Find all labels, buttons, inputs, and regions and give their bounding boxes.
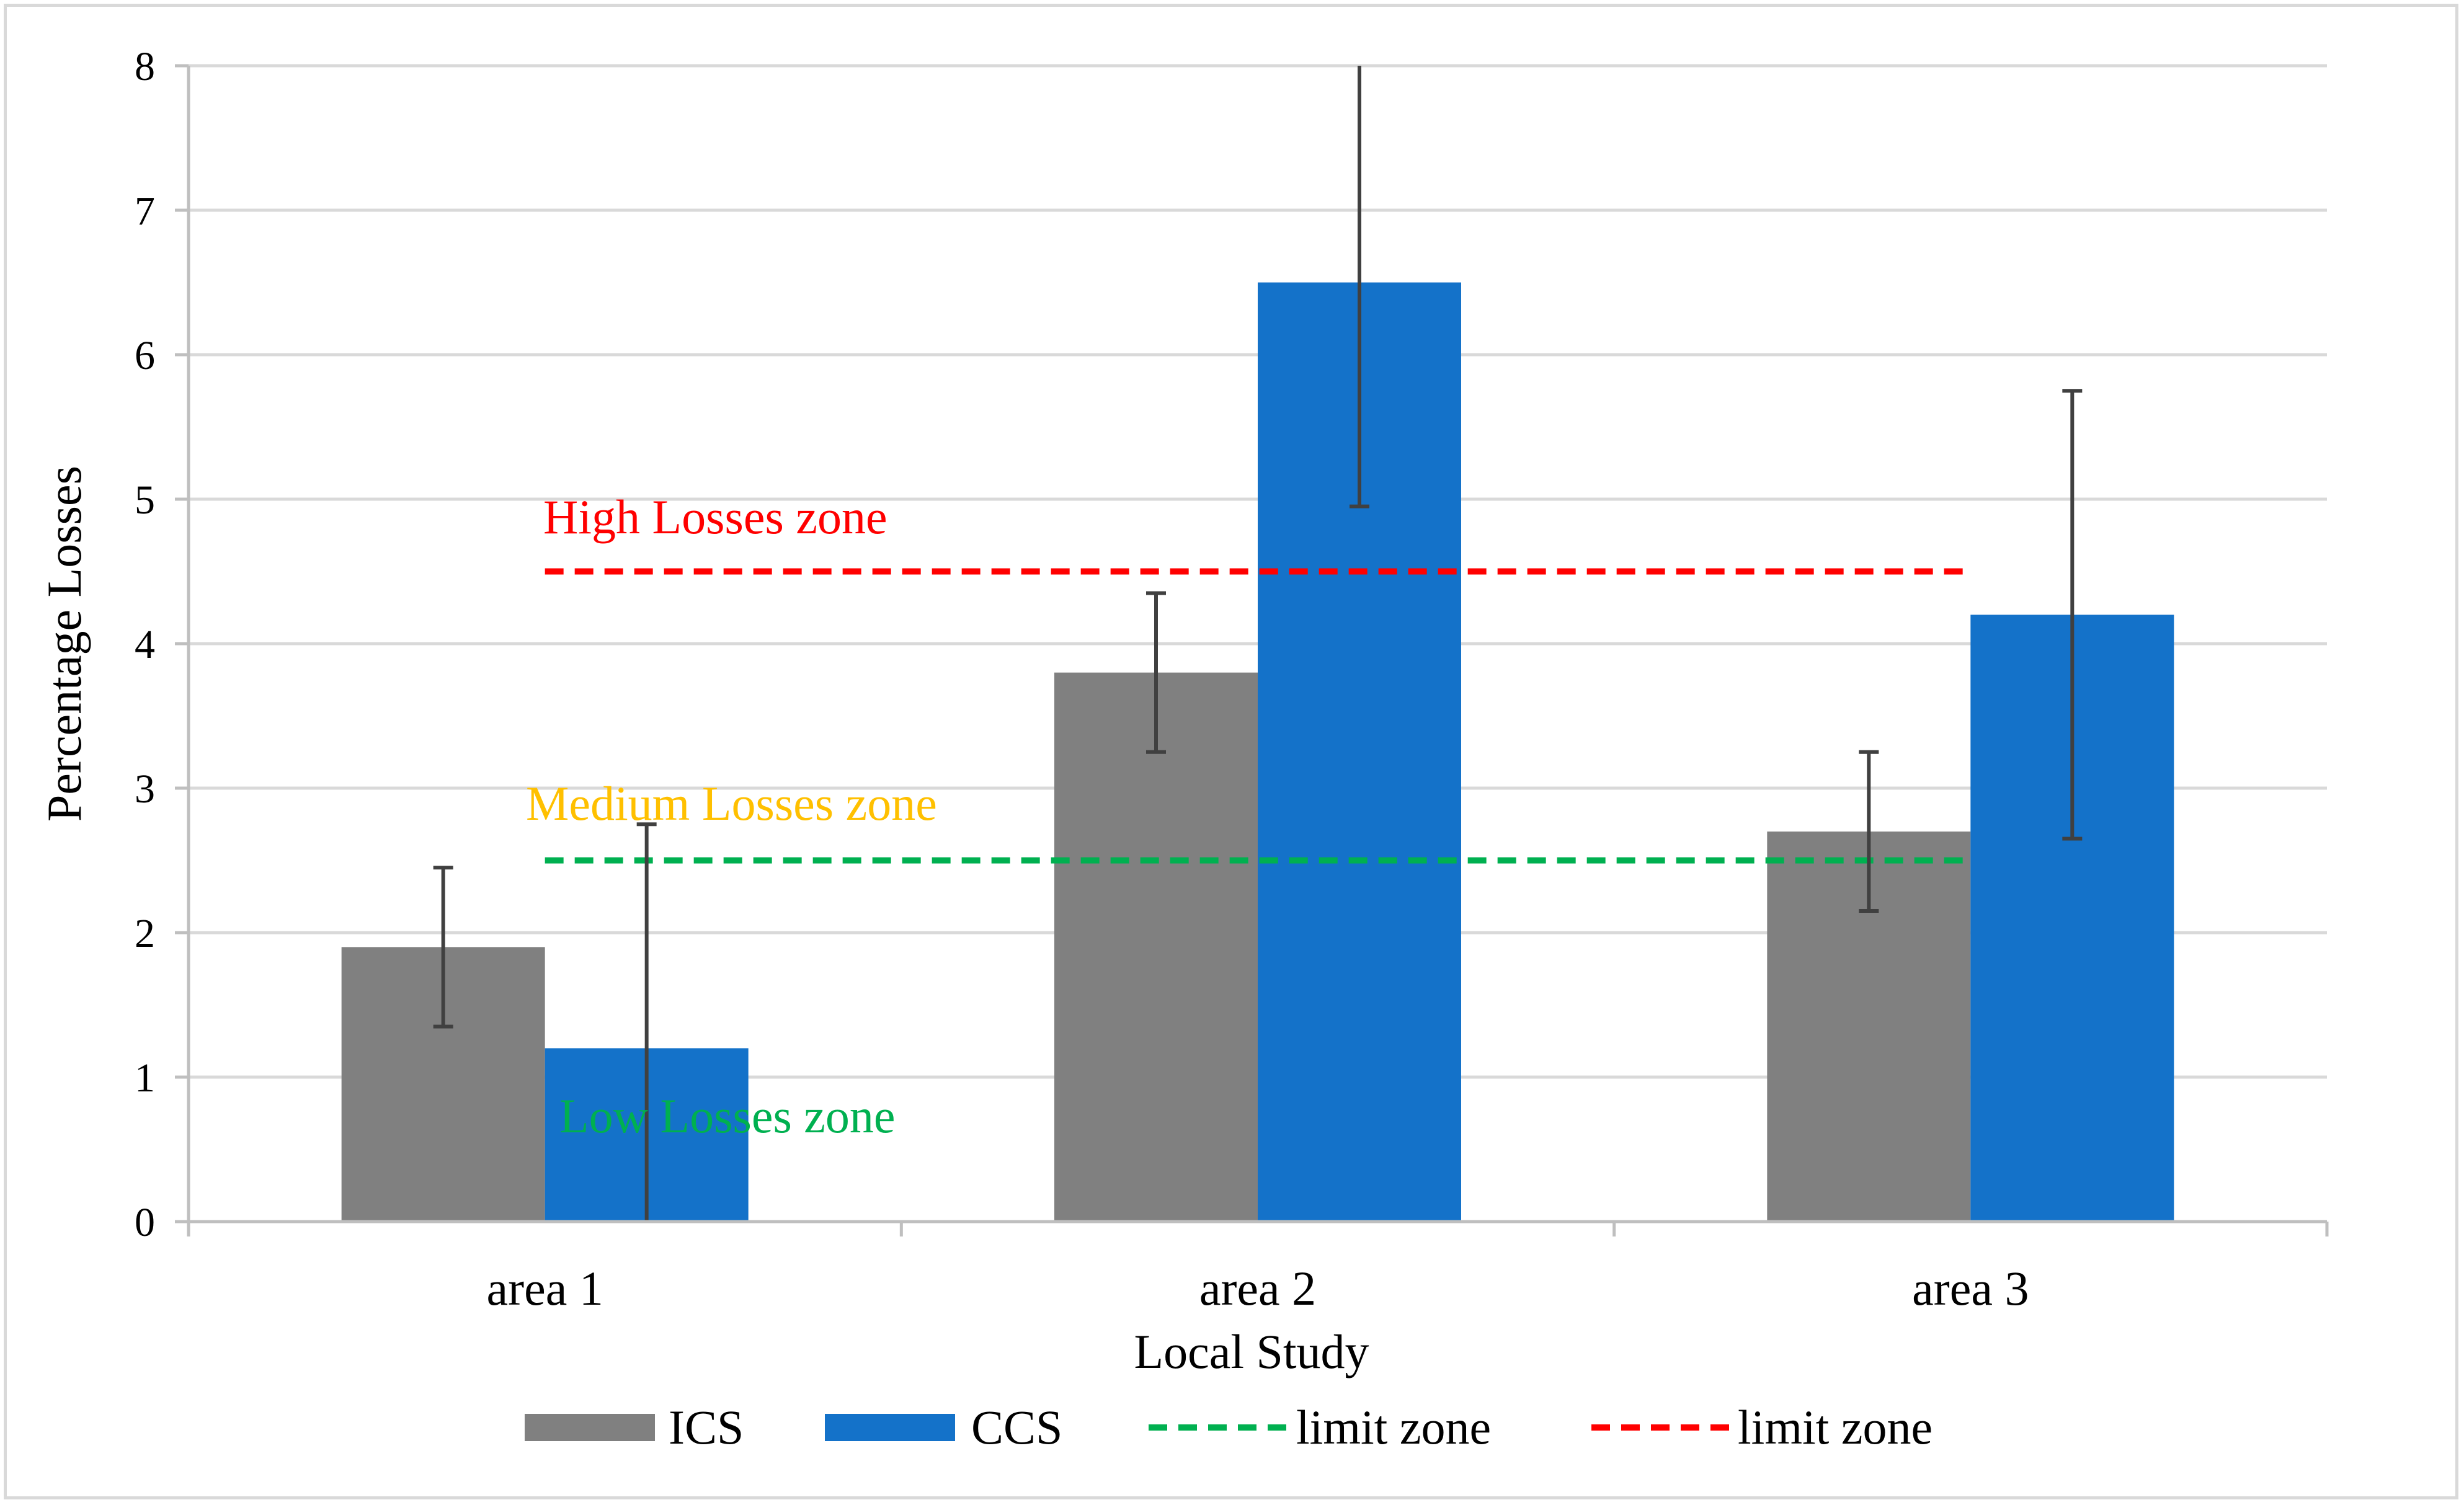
legend-swatch-ics bbox=[525, 1414, 655, 1441]
bar-ics bbox=[1054, 672, 1258, 1222]
y-tick-label: 2 bbox=[135, 911, 155, 956]
y-tick-label: 8 bbox=[135, 44, 155, 89]
y-tick-label: 3 bbox=[135, 766, 155, 812]
y-axis-title: Percentage Losses bbox=[37, 466, 91, 822]
y-tick-label: 7 bbox=[135, 189, 155, 234]
axes bbox=[175, 64, 2329, 1236]
y-tick-labels: 0 1 2 3 4 5 6 7 8 bbox=[135, 44, 155, 1245]
legend-label-red-limit: limit zone bbox=[1738, 1400, 1933, 1454]
legend-swatch-ccs bbox=[825, 1414, 955, 1441]
y-tick-label: 1 bbox=[135, 1055, 155, 1101]
y-tick-label: 0 bbox=[135, 1200, 155, 1245]
x-category-labels: area 1 area 2 area 3 bbox=[486, 1261, 2029, 1315]
legend-label-ccs: CCS bbox=[971, 1400, 1062, 1454]
legend: ICS CCS limit zone limit zone bbox=[525, 1400, 1933, 1454]
x-category-label: area 1 bbox=[486, 1261, 603, 1315]
x-category-label: area 2 bbox=[1199, 1261, 1316, 1315]
y-tick-label: 6 bbox=[135, 333, 155, 378]
bars bbox=[341, 282, 2174, 1222]
x-axis-title: Local Study bbox=[1134, 1325, 1369, 1378]
error-bars bbox=[433, 66, 2083, 1222]
low-losses-zone-label: Low Losses zone bbox=[559, 1089, 896, 1143]
high-losses-zone-label: High Losses zone bbox=[543, 490, 887, 544]
y-tick-label: 4 bbox=[135, 622, 155, 667]
zone-annotations: High Losses zone Medium Losses zone Low … bbox=[526, 490, 937, 1143]
medium-losses-zone-label: Medium Losses zone bbox=[526, 776, 937, 830]
y-tick-label: 5 bbox=[135, 477, 155, 523]
legend-label-ics: ICS bbox=[669, 1400, 744, 1454]
x-category-label: area 3 bbox=[1912, 1261, 2029, 1315]
legend-label-green-limit: limit zone bbox=[1296, 1400, 1491, 1454]
